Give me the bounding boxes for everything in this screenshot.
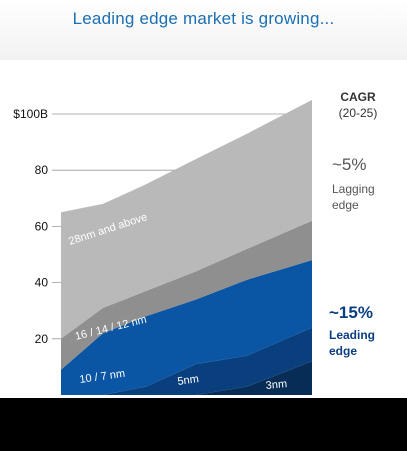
leading-label-line1: Leading bbox=[329, 328, 376, 342]
chart-title: Leading edge market is growing... bbox=[72, 9, 335, 28]
lagging-label-line1: Lagging bbox=[332, 182, 375, 196]
band-label: 5nm bbox=[177, 373, 200, 388]
band-label: 3nm bbox=[265, 378, 287, 392]
y-tick-label: 80 bbox=[35, 163, 49, 177]
slide: Leading edge market is growing... 20 40 60… bbox=[0, 0, 407, 398]
area-layers bbox=[61, 99, 312, 395]
cagr-period: (20-25) bbox=[338, 106, 378, 120]
y-axis-ticks: 20 40 60 80 $100B bbox=[13, 107, 48, 346]
area-5nm bbox=[61, 327, 312, 395]
leading-label-line2: edge bbox=[329, 344, 358, 358]
y-tick-label: 40 bbox=[35, 276, 49, 290]
leading-cagr-label: Leading edge bbox=[329, 327, 389, 359]
y-tick-label: $100B bbox=[13, 107, 48, 121]
area-16-14-12-nm bbox=[61, 220, 312, 370]
y-tick-label: 20 bbox=[35, 332, 49, 346]
cagr-title: CAGR bbox=[340, 90, 376, 104]
lagging-cagr-value: ~5% bbox=[332, 155, 367, 174]
area-10-7-nm bbox=[61, 260, 312, 395]
lagging-cagr-label: Lagging edge bbox=[332, 181, 392, 213]
cagr-heading: CAGR (20-25) bbox=[328, 89, 388, 121]
area-28nm-and-above bbox=[61, 99, 312, 339]
lagging-label-line2: edge bbox=[332, 198, 359, 212]
leading-cagr-value: ~15% bbox=[329, 303, 373, 322]
y-tick-label: 60 bbox=[35, 219, 49, 233]
area-3nm bbox=[61, 361, 312, 395]
